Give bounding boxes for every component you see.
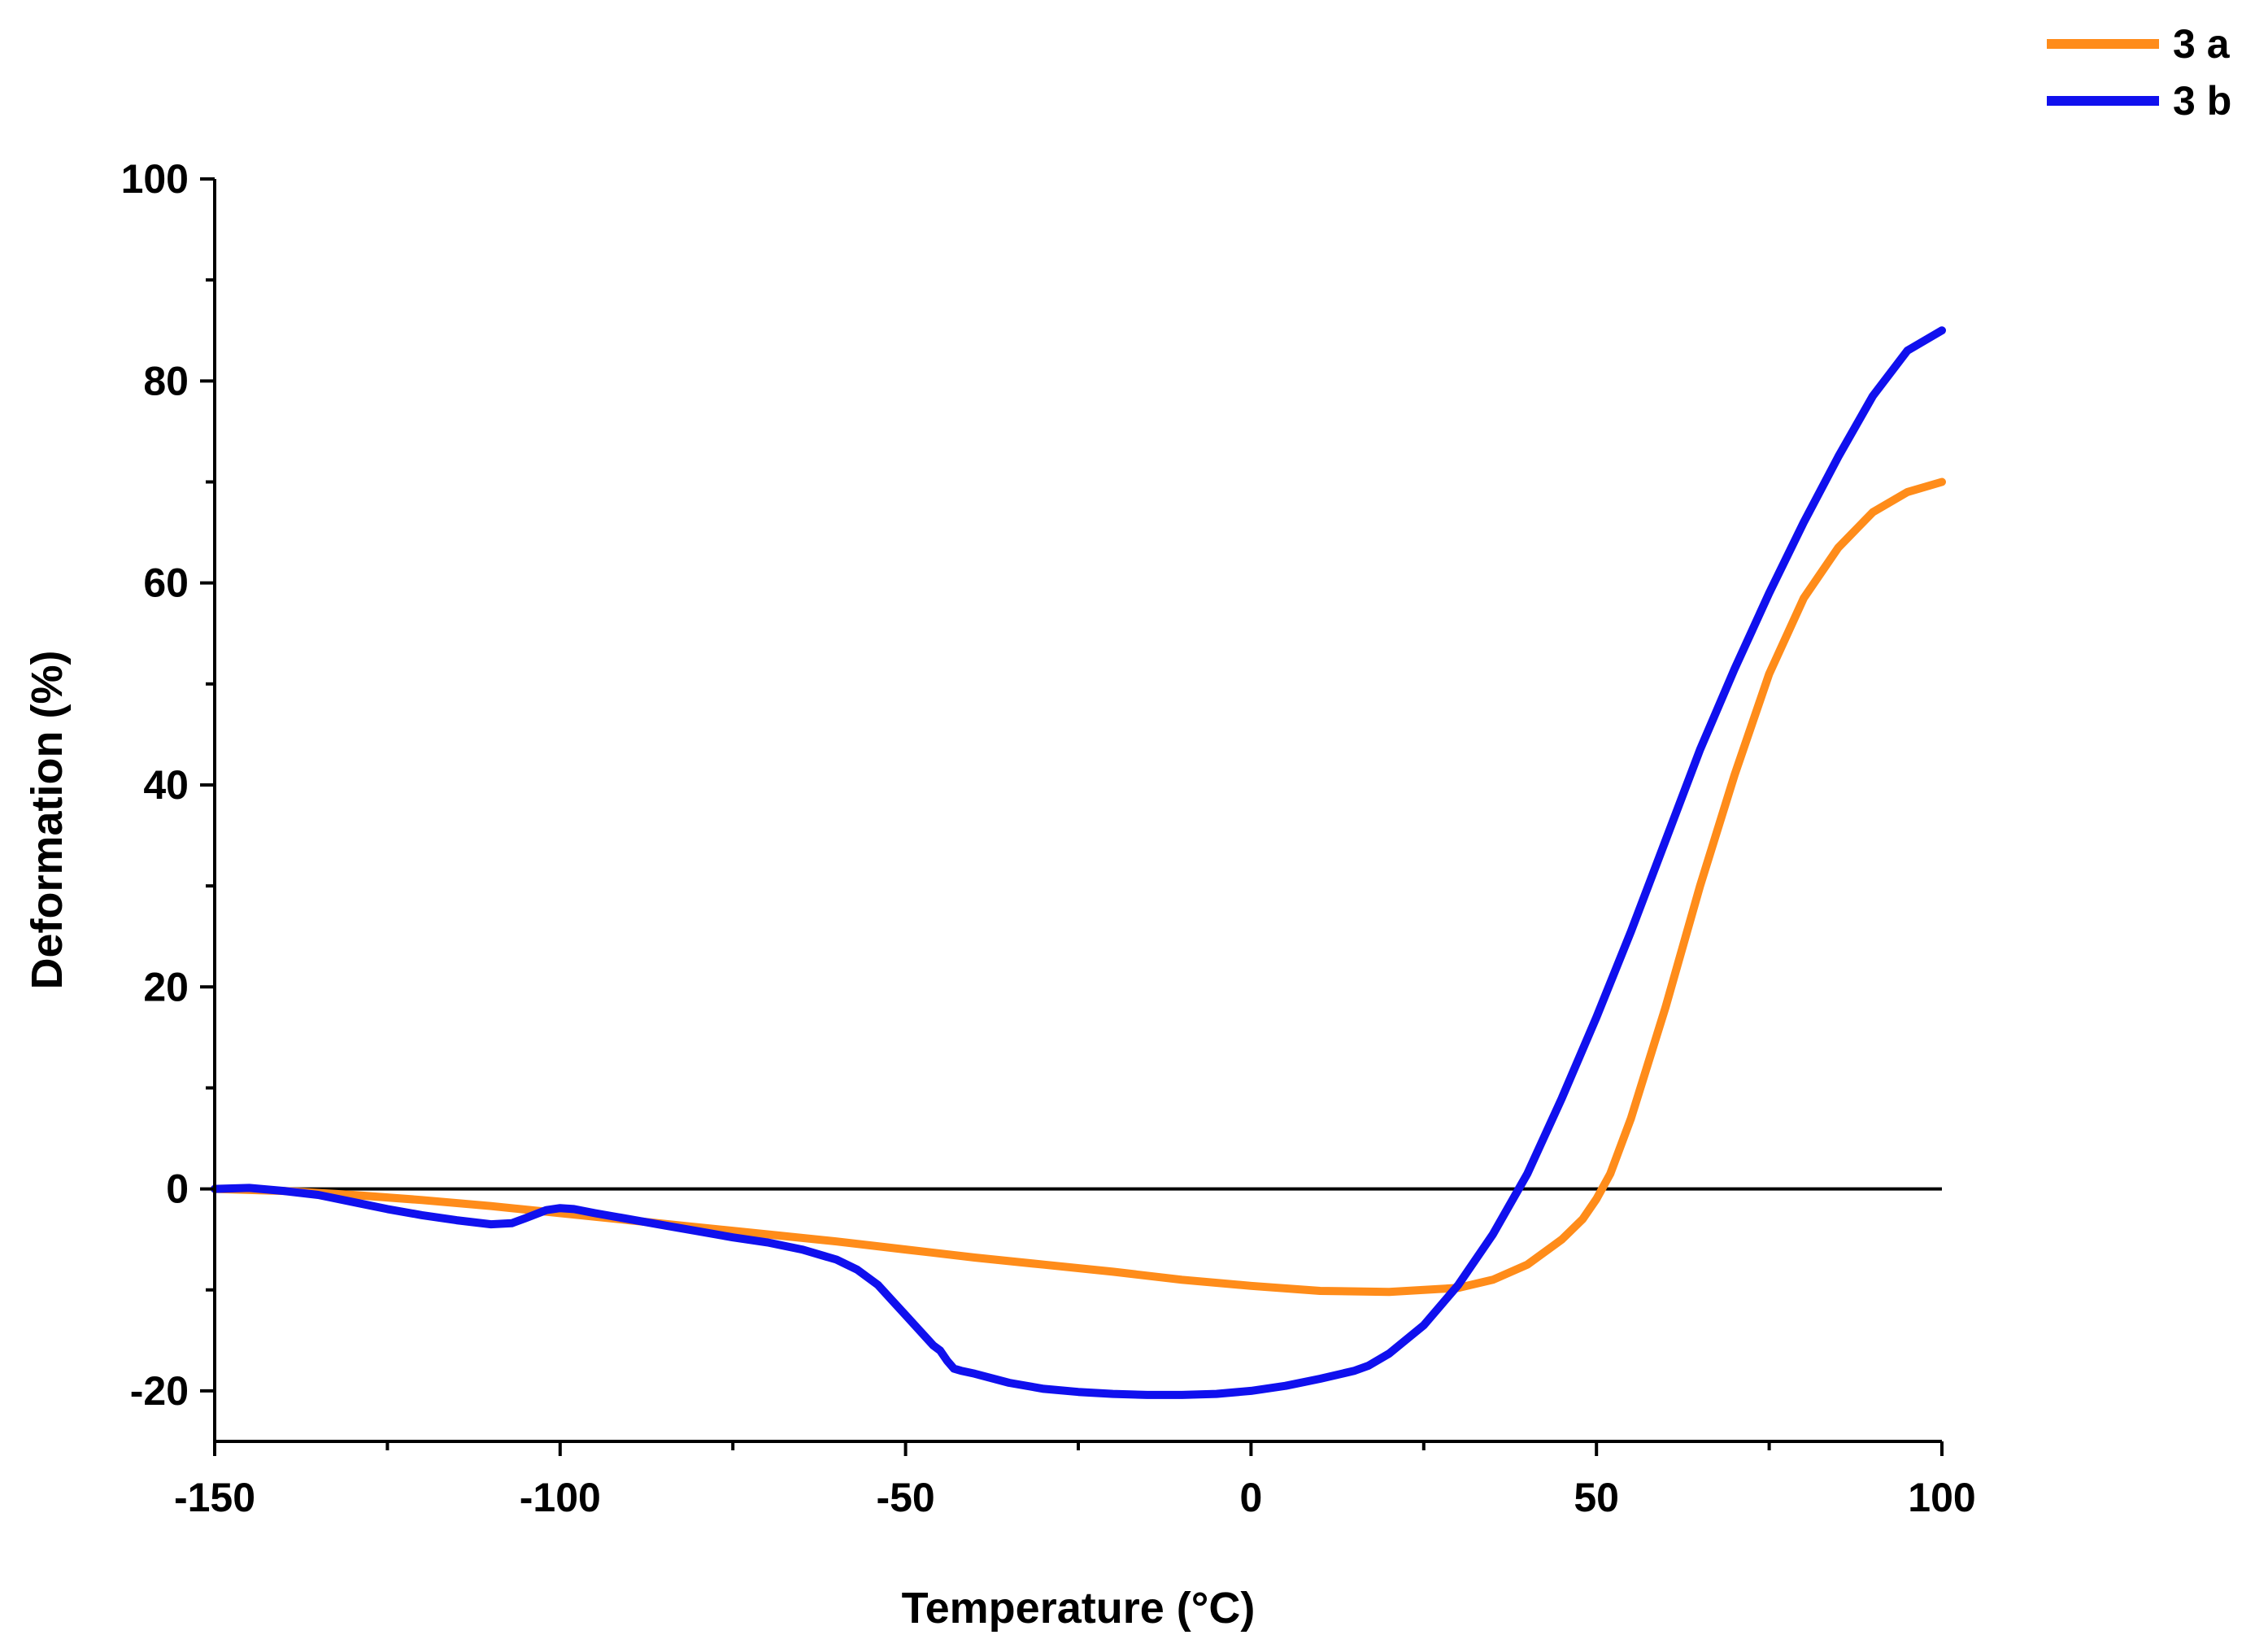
- legend-label-3b: 3 b: [2173, 78, 2231, 124]
- y-tick-label: 60: [143, 560, 189, 606]
- x-tick-label: 100: [1908, 1475, 1975, 1520]
- x-tick-label: -100: [520, 1475, 601, 1520]
- x-tick-label: -150: [174, 1475, 255, 1520]
- axes-layer: [213, 179, 1942, 1443]
- legend-label-3a: 3 a: [2173, 21, 2231, 67]
- y-axis-title: Deformation (%): [23, 651, 72, 990]
- x-ticks: -150 -100 -50 0 50 100: [174, 1441, 1976, 1520]
- y-tick-label: -20: [130, 1368, 189, 1414]
- x-tick-label: 50: [1574, 1475, 1619, 1520]
- y-ticks: -20 0 20 40 60 80 100: [121, 156, 215, 1414]
- series-layer: [211, 326, 1946, 1399]
- y-tick-label: 100: [121, 156, 189, 202]
- x-tick-label: 0: [1239, 1475, 1262, 1520]
- x-tick-label: -50: [876, 1475, 934, 1520]
- legend: 3 a 3 b: [2047, 21, 2231, 124]
- x-axis-title: Temperature (°C): [902, 1584, 1256, 1633]
- y-tick-label: 40: [143, 762, 189, 808]
- y-tick-label: 0: [166, 1166, 189, 1212]
- series-line-3a: [211, 477, 1946, 1297]
- y-tick-label: 20: [143, 964, 189, 1009]
- series-line-3b: [211, 326, 1946, 1399]
- y-tick-label: 80: [143, 358, 189, 403]
